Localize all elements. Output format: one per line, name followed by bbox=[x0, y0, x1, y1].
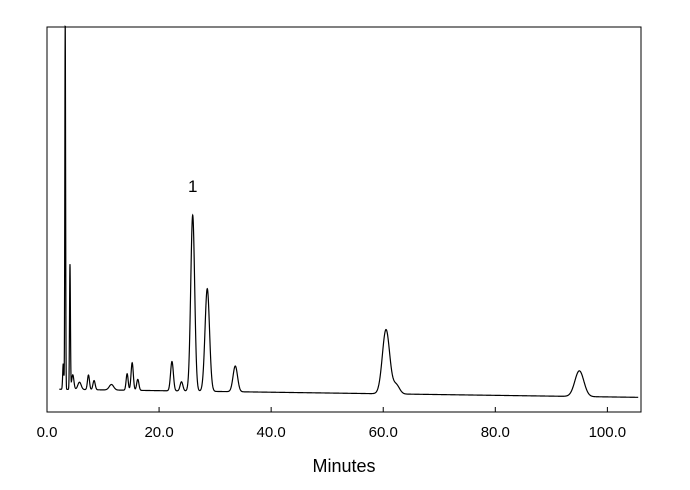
chromatogram-trace bbox=[59, 25, 639, 398]
x-axis-title: Minutes bbox=[312, 456, 375, 476]
x-tick-label: 0.0 bbox=[37, 424, 58, 441]
x-axis-ticks bbox=[46, 407, 608, 412]
x-tick-label: 20.0 bbox=[144, 424, 173, 441]
x-tick-label: 80.0 bbox=[481, 424, 510, 441]
x-tick-label: 60.0 bbox=[369, 424, 398, 441]
peak-annotations: 1 bbox=[188, 177, 197, 196]
x-tick-label: 100.0 bbox=[589, 424, 627, 441]
plot-frame bbox=[46, 26, 642, 413]
x-tick-label: 40.0 bbox=[257, 424, 286, 441]
peak-label: 1 bbox=[188, 177, 197, 196]
x-axis-tick-labels: 0.0 20.0 40.0 60.0 80.0 100.0 bbox=[37, 424, 627, 441]
